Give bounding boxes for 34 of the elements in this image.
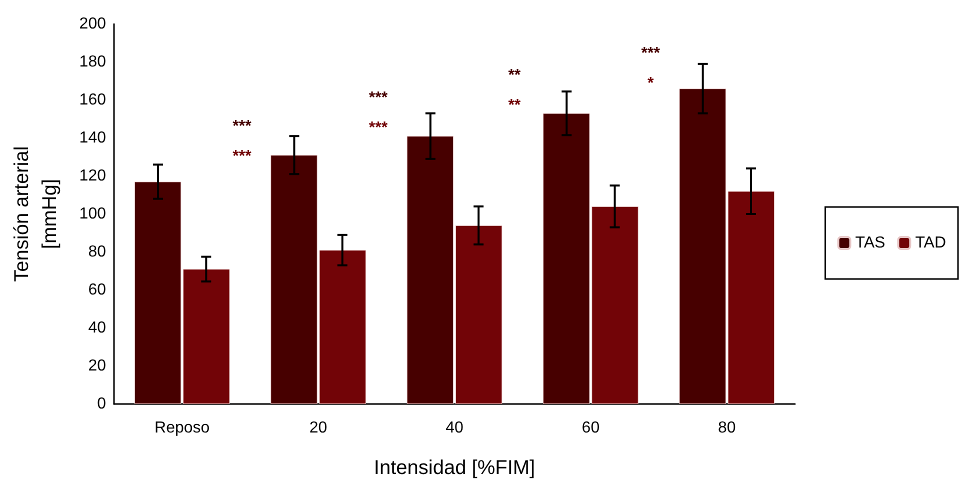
annotation: **: [508, 96, 522, 114]
x-tick-label: 20: [309, 420, 328, 436]
y-tick-label: 140: [79, 130, 106, 146]
y-tick-label: 100: [79, 206, 106, 222]
y-tick-label: 200: [79, 16, 106, 32]
annotation: ***: [368, 120, 388, 137]
y-tick-label: 180: [79, 54, 106, 70]
bar: [455, 225, 502, 404]
y-tick-label: 80: [88, 244, 106, 260]
bar: [679, 88, 726, 404]
annotation: ***: [641, 44, 661, 62]
annotation: ***: [232, 148, 252, 166]
legend-label: TAD: [915, 234, 946, 252]
annotation: ***: [232, 118, 252, 136]
annotation: *: [648, 74, 655, 92]
x-tick-label: Reposo: [154, 420, 210, 436]
x-tick-label: 40: [446, 420, 464, 436]
y-tick-label: 20: [88, 358, 106, 374]
bar: [183, 269, 230, 404]
annotation: ***: [368, 90, 388, 107]
bar: [728, 191, 775, 404]
y-tick-label: 60: [88, 282, 106, 298]
legend-label: TAS: [855, 234, 886, 252]
y-tick-label: 160: [79, 92, 106, 108]
y-tick-label: 0: [97, 396, 106, 412]
bar: [406, 136, 454, 404]
x-tick-label: 60: [582, 420, 600, 436]
y-tick-label: 120: [79, 168, 106, 184]
bar: [134, 182, 182, 404]
annotation: **: [508, 66, 522, 84]
y-axis-title: Tensión arterial [mmHg]: [11, 146, 61, 282]
x-tick-label: 80: [718, 420, 736, 436]
y-tick-label: 40: [88, 320, 106, 336]
x-axis-title: Intensidad [%FIM]: [374, 457, 536, 479]
